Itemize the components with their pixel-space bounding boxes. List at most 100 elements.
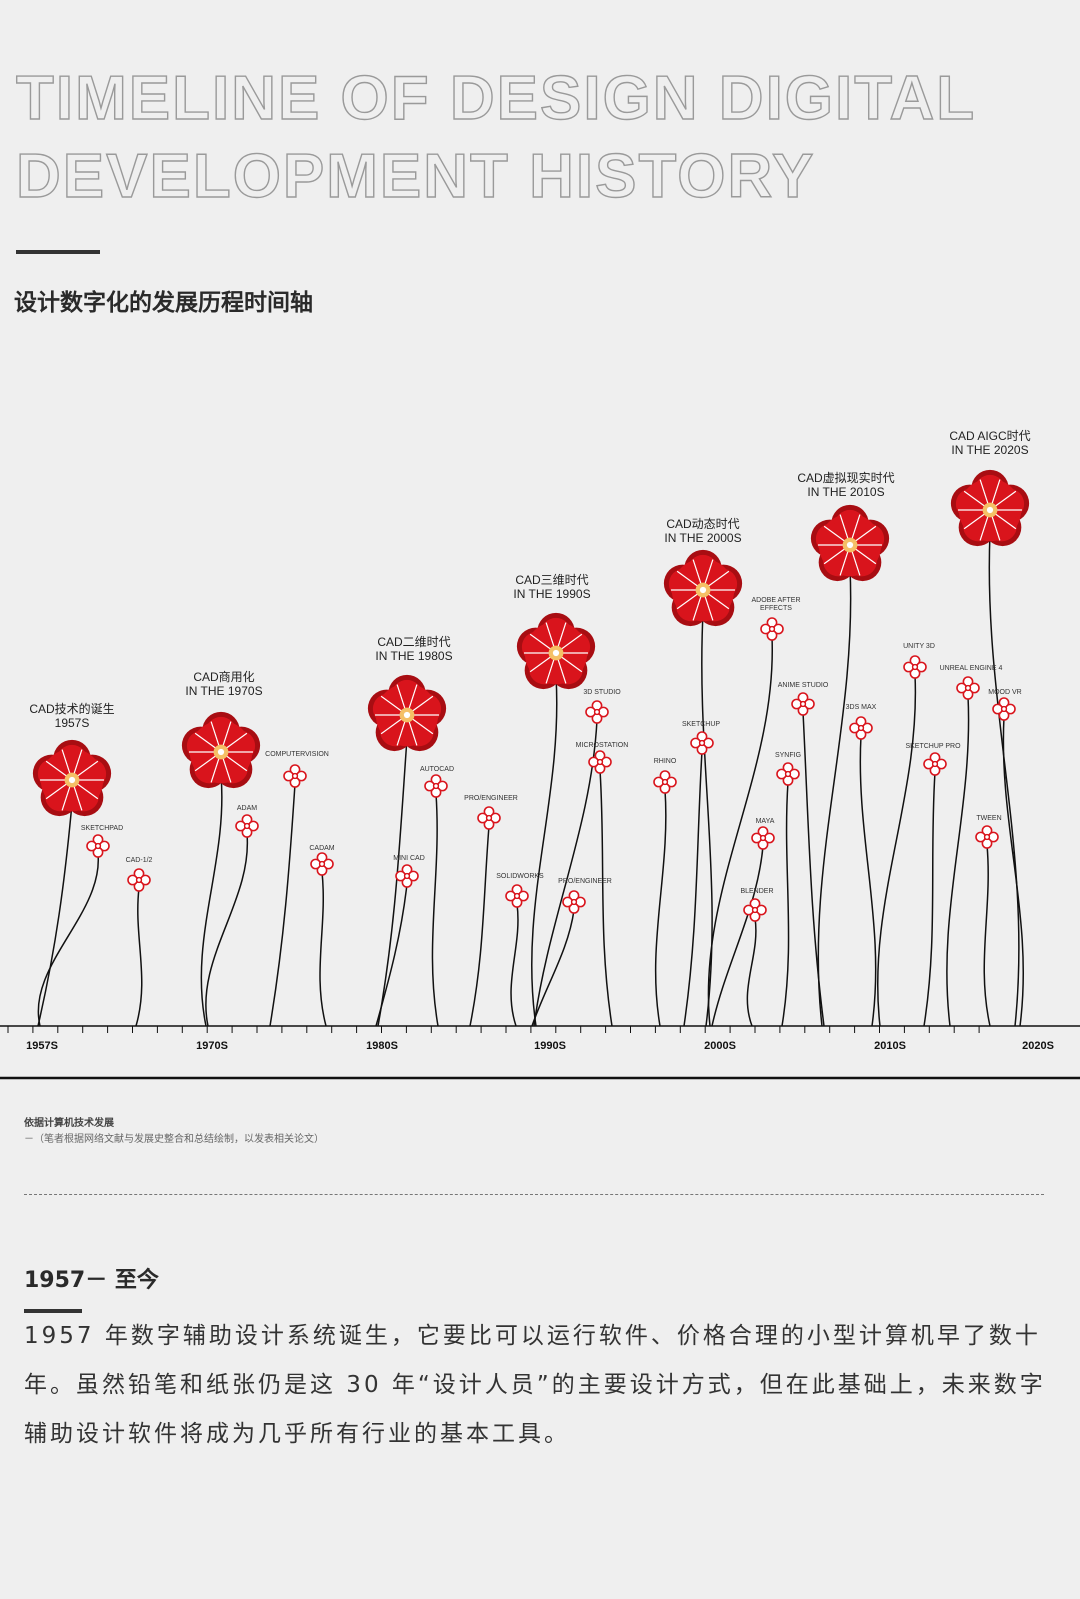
body-paragraph: 1957 年数字辅助设计系统诞生，它要比可以运行软件、价格合理的小型计算机早了数… xyxy=(24,1323,1046,1447)
flower-stem xyxy=(510,903,519,1027)
software-flower xyxy=(690,731,714,755)
flower-stem xyxy=(375,883,408,1027)
dashed-divider xyxy=(24,1194,1044,1195)
axis-label: 1957S xyxy=(26,1040,58,1052)
note-source: －（笔者根据网络文献与发展史整合和总结绘制，以发表相关论文） xyxy=(24,1134,324,1145)
axis-label: 1980S xyxy=(366,1040,398,1052)
software-label: MICROSTATION xyxy=(576,742,629,749)
software-label: ADOBE AFTER xyxy=(751,597,800,604)
era-flower xyxy=(32,739,112,817)
software-label: UNITY 3D xyxy=(903,643,935,650)
software-flower xyxy=(992,697,1016,721)
era-label-line2: 1957S xyxy=(55,716,90,730)
axis-label: 1990S xyxy=(534,1040,566,1052)
flower-stem xyxy=(531,909,575,1027)
era-label-line1: CAD动态时代 xyxy=(666,517,739,531)
software-label: BLENDER xyxy=(740,888,773,895)
era-flower xyxy=(367,674,447,752)
flower-stem xyxy=(431,793,439,1027)
flower-stem xyxy=(802,711,825,1027)
flower-stem xyxy=(37,853,99,1027)
flower-stem xyxy=(683,750,703,1027)
flower-stem xyxy=(377,738,408,1027)
software-label: SKETCHUP PRO xyxy=(905,743,961,750)
era-label-line2: IN THE 2020S xyxy=(951,443,1028,457)
software-flower xyxy=(505,884,529,908)
software-label: RHINO xyxy=(654,758,677,765)
era-flower xyxy=(663,549,743,627)
flower-stem xyxy=(319,871,327,1027)
era-label-line1: CAD商用化 xyxy=(193,669,254,684)
software-flower xyxy=(477,806,501,830)
software-label: EFFECTS xyxy=(760,605,792,612)
software-flower xyxy=(791,692,815,716)
software-flower xyxy=(283,764,307,788)
software-flower xyxy=(751,826,775,850)
software-flower xyxy=(235,814,259,838)
era-label-line2: IN THE 1970S xyxy=(185,684,262,698)
software-flower xyxy=(86,834,110,858)
flower-stem xyxy=(746,917,757,1027)
flower-stem xyxy=(988,533,1020,1027)
flower-stem xyxy=(923,771,936,1027)
era-label-line1: CAD三维时代 xyxy=(515,573,588,587)
software-flower xyxy=(653,770,677,794)
software-flower xyxy=(127,868,151,892)
software-label: MOOD VR xyxy=(988,689,1021,696)
software-flower xyxy=(760,617,784,641)
software-flower xyxy=(923,752,947,776)
title-accent-bar xyxy=(16,250,100,254)
software-flower xyxy=(310,852,334,876)
software-flower xyxy=(743,898,767,922)
era-label-line2: IN THE 2000S xyxy=(664,531,741,545)
flower-stem xyxy=(37,803,73,1027)
flower-stem xyxy=(711,845,764,1027)
software-label: SKETCHUP xyxy=(682,721,720,728)
software-label: PRO/ENGINEER xyxy=(464,795,518,802)
software-label: SOLIDWORKS xyxy=(496,873,544,880)
period-accent-bar xyxy=(24,1309,82,1313)
page-subtitle: 设计数字化的发展历程时间轴 xyxy=(14,290,313,316)
axis-label: 2020S xyxy=(1022,1040,1054,1052)
era-label-line1: CAD技术的诞生 xyxy=(29,701,114,716)
flower-stem xyxy=(205,833,249,1027)
axis-label: 2010S xyxy=(874,1040,906,1052)
flower-stem xyxy=(654,789,667,1027)
era-flower xyxy=(950,469,1030,547)
page-title-line-1: TIMELINE OF DESIGN DIGITAL xyxy=(15,64,977,133)
note-title: 依据计算机技术发展 xyxy=(24,1118,114,1129)
software-label: 3DS MAX xyxy=(846,704,877,711)
flower-stem xyxy=(817,568,852,1027)
flower-stem xyxy=(946,695,970,1027)
software-label: SYNFIG xyxy=(775,752,801,759)
stems-layer xyxy=(37,533,1025,1027)
flower-stem xyxy=(1002,716,1025,1027)
software-label: MAYA xyxy=(756,818,775,825)
software-flower xyxy=(776,762,800,786)
software-flower xyxy=(395,864,419,888)
software-label: PRO/ENGINEER xyxy=(558,878,612,885)
software-label: ANIME STUDIO xyxy=(778,682,829,689)
axis-label: 2000S xyxy=(704,1040,736,1052)
software-flower xyxy=(585,700,609,724)
flower-stem xyxy=(707,636,773,1027)
flower-stem xyxy=(530,676,558,1027)
software-label: 3D STUDIO xyxy=(583,689,621,696)
flower-stem xyxy=(135,887,143,1027)
period-title: 1957－ 至今 xyxy=(24,1268,159,1293)
era-label-line1: CAD AIGC时代 xyxy=(949,429,1030,443)
software-flower xyxy=(424,774,448,798)
software-flower xyxy=(562,890,586,914)
software-flower xyxy=(588,750,612,774)
era-label-line2: IN THE 2010S xyxy=(807,485,884,499)
flower-stem xyxy=(983,844,991,1027)
software-label: CADAM xyxy=(309,845,334,852)
software-label: CAD-1/2 xyxy=(126,857,153,864)
era-flower xyxy=(516,612,596,690)
era-flower xyxy=(810,504,890,582)
flower-stem xyxy=(200,775,223,1027)
software-label: SKETCHPAD xyxy=(81,825,123,832)
software-flower xyxy=(956,676,980,700)
